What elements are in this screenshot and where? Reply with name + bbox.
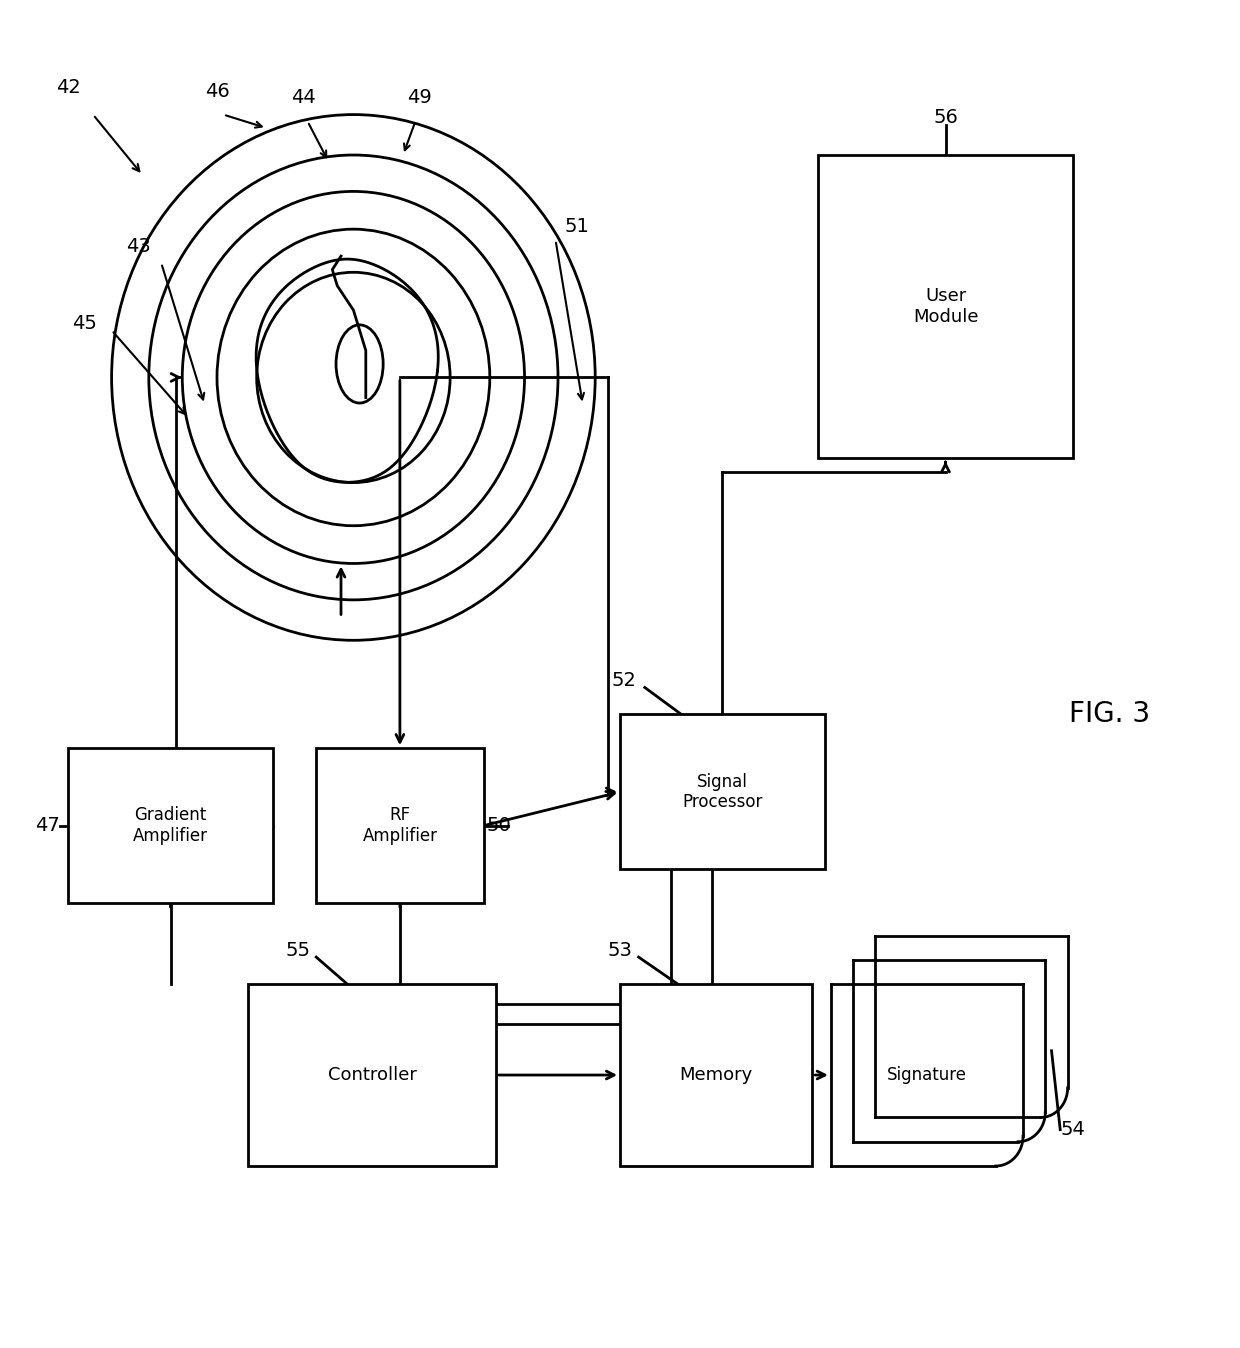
Bar bbox=[316, 748, 484, 903]
Text: 52: 52 bbox=[611, 671, 636, 690]
Text: FIG. 3: FIG. 3 bbox=[1069, 701, 1151, 728]
Bar bbox=[818, 155, 1073, 458]
Text: 47: 47 bbox=[35, 816, 60, 836]
Text: 43: 43 bbox=[126, 237, 151, 256]
Text: 49: 49 bbox=[407, 88, 432, 106]
Bar bbox=[68, 748, 273, 903]
Text: 42: 42 bbox=[56, 78, 81, 97]
Text: 54: 54 bbox=[1060, 1120, 1085, 1139]
Text: RF
Amplifier: RF Amplifier bbox=[362, 806, 438, 845]
Bar bbox=[620, 984, 812, 1166]
Text: 46: 46 bbox=[205, 82, 229, 101]
Bar bbox=[620, 714, 825, 869]
Text: Signature: Signature bbox=[887, 1066, 967, 1084]
Text: 50: 50 bbox=[486, 816, 511, 836]
Text: 55: 55 bbox=[285, 941, 310, 960]
Text: 45: 45 bbox=[72, 314, 97, 333]
Bar bbox=[248, 984, 496, 1166]
Text: Signal
Processor: Signal Processor bbox=[682, 772, 763, 811]
Text: 51: 51 bbox=[564, 217, 589, 236]
Text: Memory: Memory bbox=[680, 1066, 753, 1084]
Text: 53: 53 bbox=[608, 941, 632, 960]
Text: Controller: Controller bbox=[327, 1066, 417, 1084]
Text: User
Module: User Module bbox=[913, 287, 978, 326]
Text: 44: 44 bbox=[291, 88, 316, 106]
Text: Gradient
Amplifier: Gradient Amplifier bbox=[133, 806, 208, 845]
Text: 56: 56 bbox=[932, 108, 959, 127]
